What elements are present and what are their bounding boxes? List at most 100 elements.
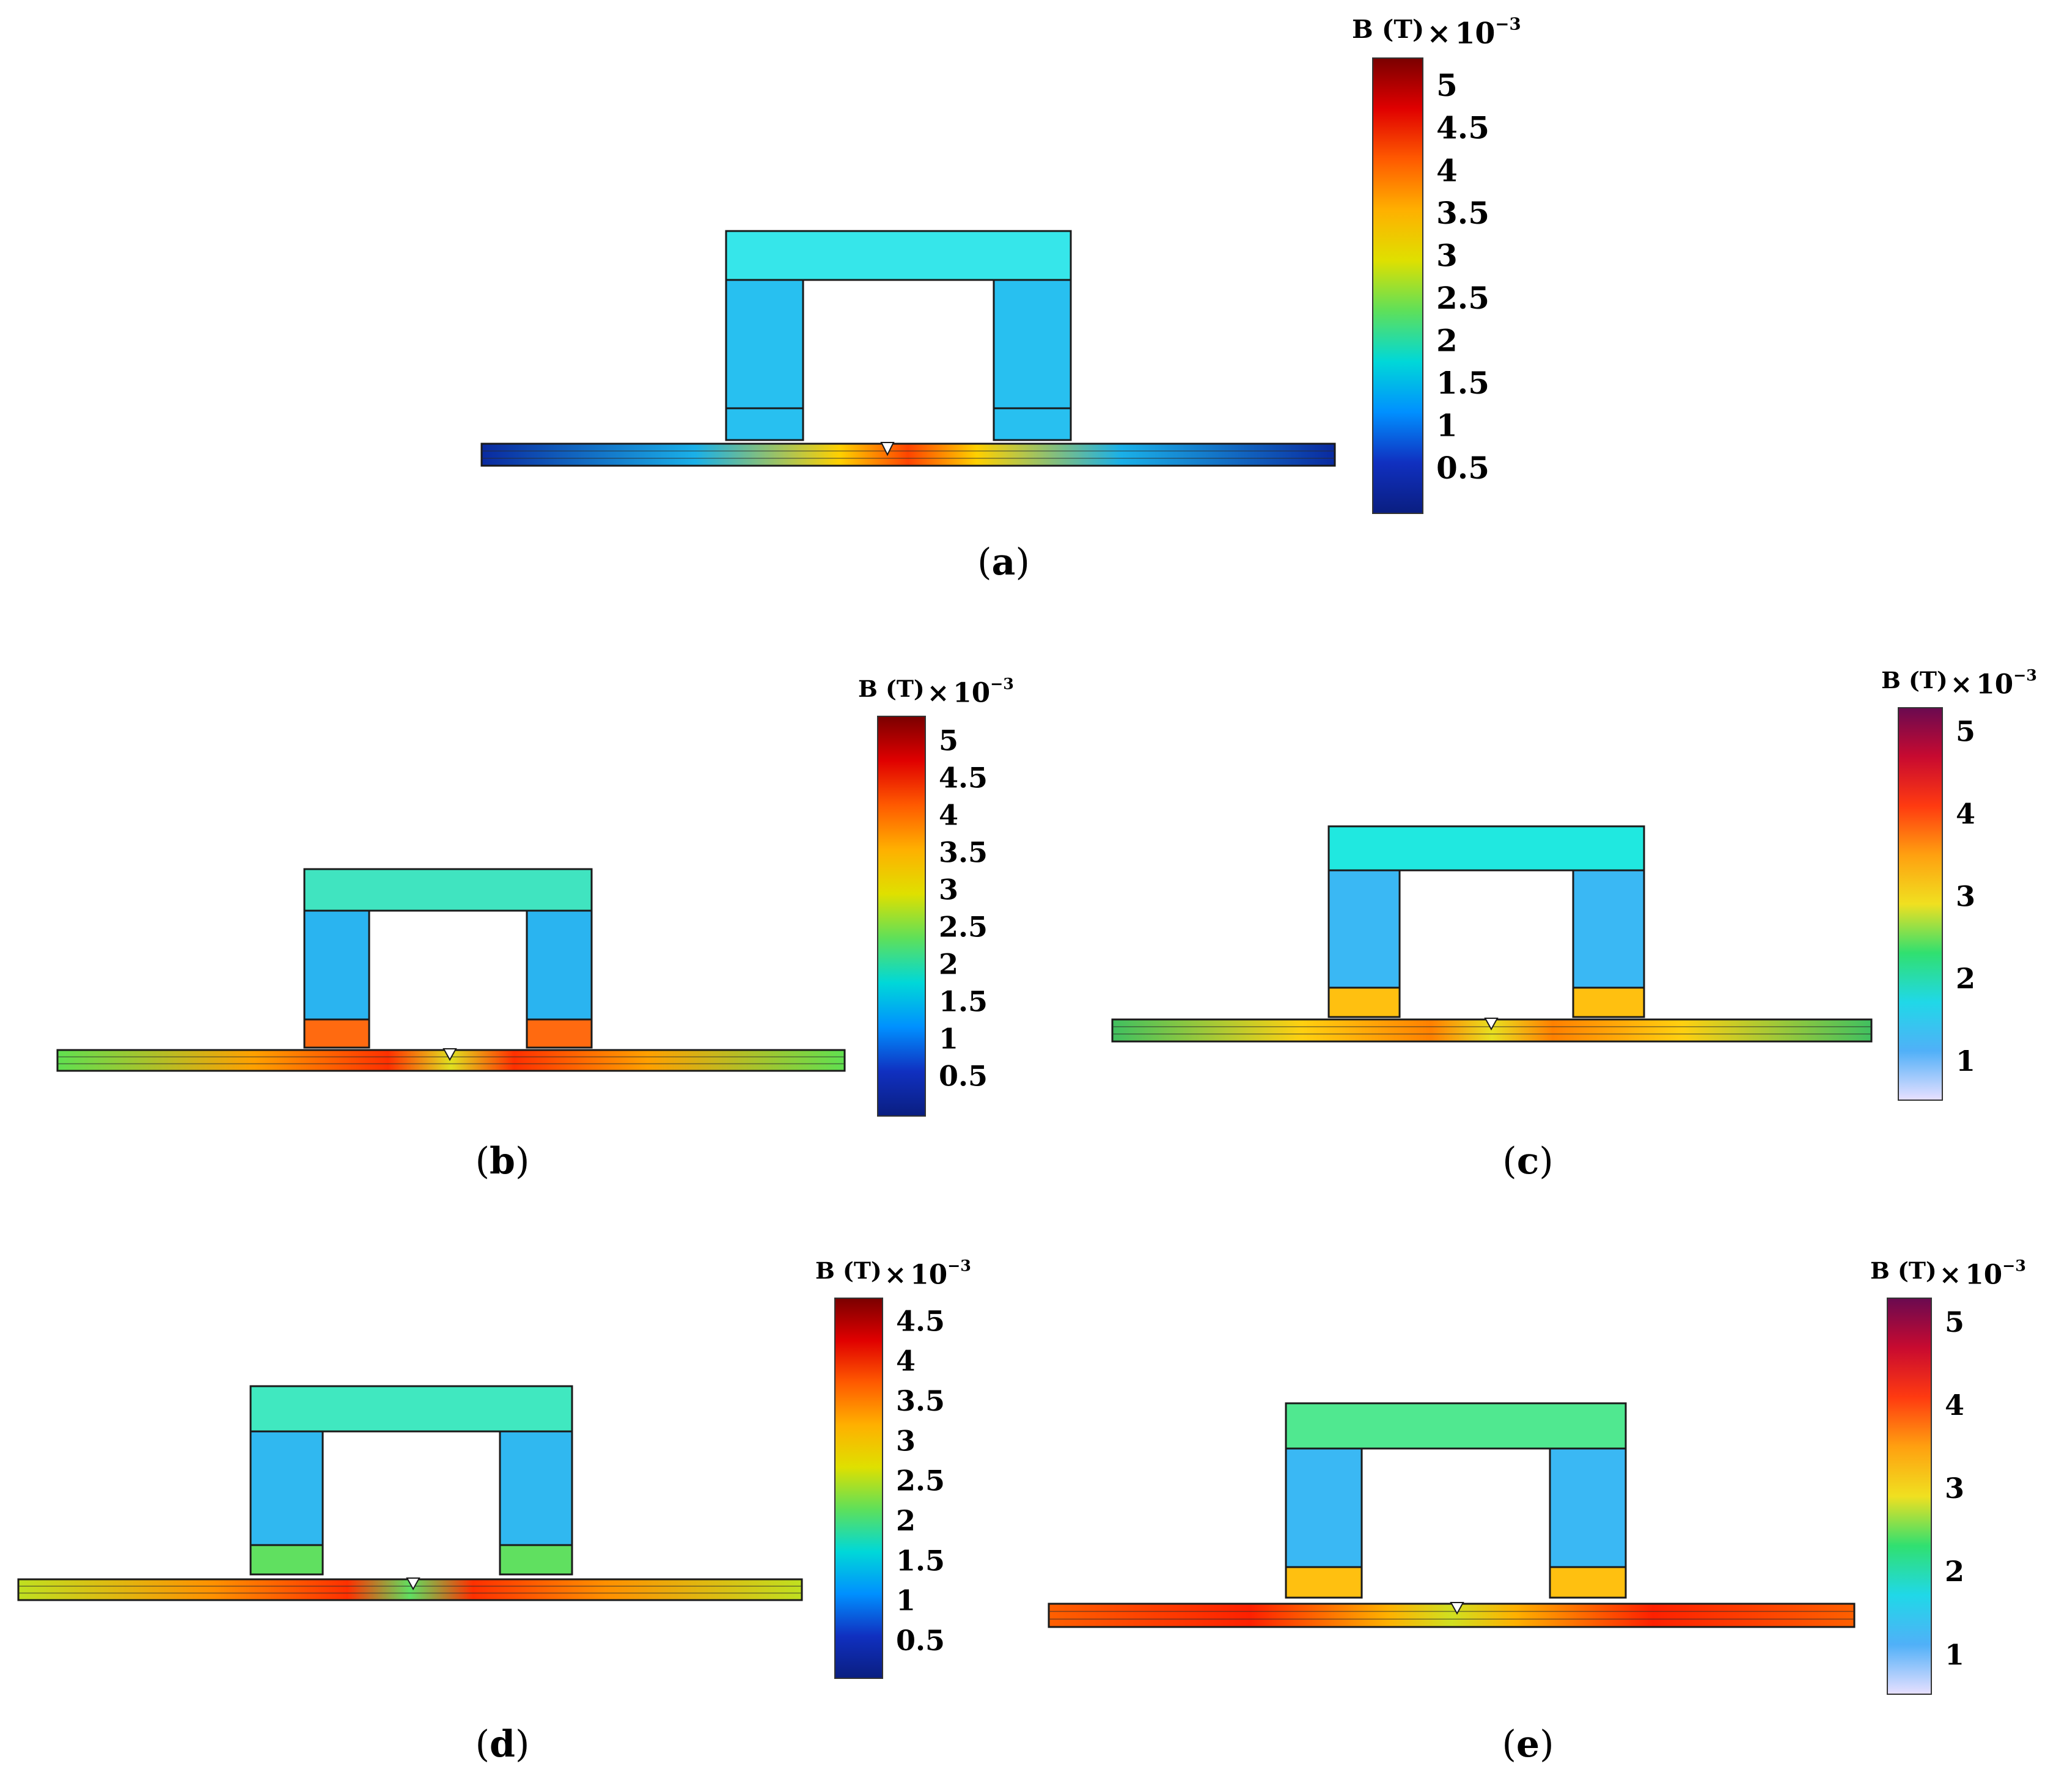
colorbar-title: B (T) (1870, 1257, 1937, 1284)
colorbar-tick-label: 3.5 (939, 835, 988, 868)
colorbar-tick-label: 0.5 (896, 1624, 945, 1657)
colorbar: B (T) × 10−3 5 4.5 4 3.5 3 2.5 2 1.5 1 0.5 (1352, 15, 1521, 514)
scale-base: 10 (1965, 1259, 2002, 1290)
colorbar-tick-label: 2.5 (939, 911, 988, 944)
colorbar-tick-label: 3 (1436, 237, 1458, 273)
plate-body (1048, 1603, 1856, 1628)
colorbar-gradient (834, 1298, 883, 1679)
magnetic-core (1327, 825, 1645, 1018)
colorbar-scale: × 10−3 (1950, 666, 2037, 700)
crack-defect (880, 442, 895, 457)
colorbar-tick-label: 4 (1956, 797, 1975, 830)
colorbar-tick-label: 5 (1956, 715, 1975, 748)
colorbar-scale: × 10−3 (1427, 15, 1521, 51)
scale-prefix: × (1427, 17, 1452, 51)
pole-pad-right (1549, 1566, 1627, 1599)
core-leg-left (249, 1430, 324, 1546)
pole-pad-left (1327, 986, 1401, 1018)
colorbar-tick-label: 4.5 (939, 761, 988, 794)
colorbar-tick-label: 3 (939, 873, 958, 906)
scale-base: 10 (1455, 17, 1495, 51)
pole-pad-left (1285, 1566, 1363, 1599)
panel-b: B (T) × 10−3 5 4.5 4 3.5 3 2.5 2 1.5 1 0.5 (b) (56, 675, 1014, 1183)
colorbar-tick-label: 4.5 (1436, 110, 1489, 146)
pole-pad-left (249, 1544, 324, 1576)
colorbar-scale: × 10−3 (927, 675, 1014, 709)
colorbar-tick-label: 1 (1956, 1045, 1975, 1078)
core-leg-left (1327, 869, 1401, 989)
core-leg-right (993, 279, 1072, 409)
scale-prefix: × (927, 677, 950, 708)
colorbar-tick-label: 3 (1956, 879, 1975, 913)
pole-pad-right (1572, 986, 1645, 1018)
scale-exponent: −3 (2013, 666, 2037, 685)
colorbar-tick-label: 0.5 (1436, 450, 1489, 486)
steel-plate (56, 1048, 846, 1072)
colorbar-gradient (1898, 707, 1943, 1101)
colorbar-tick-label: 4 (939, 798, 958, 831)
colorbar-tick-label: 1.5 (939, 985, 988, 1018)
colorbar-tick-label: 1 (939, 1023, 958, 1056)
scale-base: 10 (910, 1259, 947, 1290)
steel-plate (480, 442, 1336, 467)
scale-exponent: −3 (1495, 15, 1521, 34)
crack-defect (406, 1577, 420, 1591)
pole-pad-right (526, 1018, 593, 1049)
colorbar-scale: × 10−3 (884, 1257, 971, 1291)
colorbar-tick-label: 1.5 (1436, 365, 1489, 401)
panel-caption: (e) (1502, 1723, 1554, 1766)
colorbar-tick-label: 4 (1436, 152, 1458, 188)
colorbar-title: B (T) (858, 675, 925, 702)
colorbar-tick-label: 5 (1945, 1305, 1964, 1338)
core-leg-left (1285, 1447, 1363, 1568)
core-leg-right (1572, 869, 1645, 989)
core-leg-right (499, 1430, 573, 1546)
panel-caption: (c) (1502, 1140, 1553, 1183)
colorbar-title: B (T) (1352, 15, 1424, 44)
colorbar-tick-label: 2 (1945, 1555, 1964, 1588)
core-leg-left (303, 909, 370, 1021)
colorbar-title: B (T) (1881, 667, 1948, 694)
pole-pad-left (725, 407, 804, 441)
panel-a: B (T) × 10−3 5 4.5 4 3.5 3 2.5 2 1.5 1 0.5 (a) (480, 15, 1521, 584)
colorbar-gradient (1887, 1298, 1932, 1695)
scale-exponent: −3 (947, 1257, 971, 1275)
colorbar-tick-label: 2.5 (1436, 280, 1489, 316)
magnetic-core (303, 868, 593, 1049)
core-leg-left (725, 279, 804, 409)
colorbar-scale: × 10−3 (1939, 1257, 2026, 1291)
scale-prefix: × (884, 1259, 907, 1290)
colorbar-tick-label: 2 (1956, 962, 1975, 995)
core-top-bar (1327, 825, 1645, 872)
colorbar-tick-label: 4.5 (896, 1304, 945, 1337)
core-top-bar (1285, 1402, 1627, 1450)
panel-caption: (a) (977, 541, 1030, 584)
colorbar-tick-label: 5 (939, 724, 958, 757)
magnetic-core (249, 1385, 573, 1576)
core-top-bar (725, 230, 1072, 281)
panel-d: B (T) × 10−3 4.5 4 3.5 3 2.5 2 1.5 1 0.5 (d) (17, 1257, 971, 1766)
colorbar-tick-label: 3.5 (1436, 195, 1489, 231)
crack-defect (1484, 1018, 1499, 1031)
colorbar: B (T) × 10−3 5 4 3 2 1 (1881, 666, 2037, 1101)
plate-body (480, 442, 1336, 467)
colorbar: B (T) × 10−3 5 4 3 2 1 (1870, 1257, 2026, 1695)
colorbar-tick-label: 1 (1945, 1638, 1964, 1671)
scale-base: 10 (953, 677, 990, 708)
colorbar-tick-label: 1 (1436, 407, 1458, 443)
colorbar-tick-label: 3.5 (896, 1384, 945, 1417)
colorbar-tick-label: 4 (896, 1345, 916, 1378)
scale-exponent: −3 (990, 675, 1014, 693)
colorbar: B (T) × 10−3 4.5 4 3.5 3 2.5 2 1.5 1 0.5 (815, 1257, 971, 1679)
colorbar-tick-label: 1 (896, 1584, 916, 1617)
steel-plate (17, 1577, 803, 1601)
pole-pad-right (499, 1544, 573, 1576)
core-top-bar (303, 868, 593, 912)
scale-prefix: × (1939, 1259, 1962, 1290)
magnetic-core (1285, 1402, 1627, 1599)
colorbar-tick-label: 0.5 (939, 1060, 988, 1093)
steel-plate (1111, 1018, 1873, 1043)
colorbar-title: B (T) (815, 1257, 882, 1284)
scale-base: 10 (1976, 669, 2013, 700)
